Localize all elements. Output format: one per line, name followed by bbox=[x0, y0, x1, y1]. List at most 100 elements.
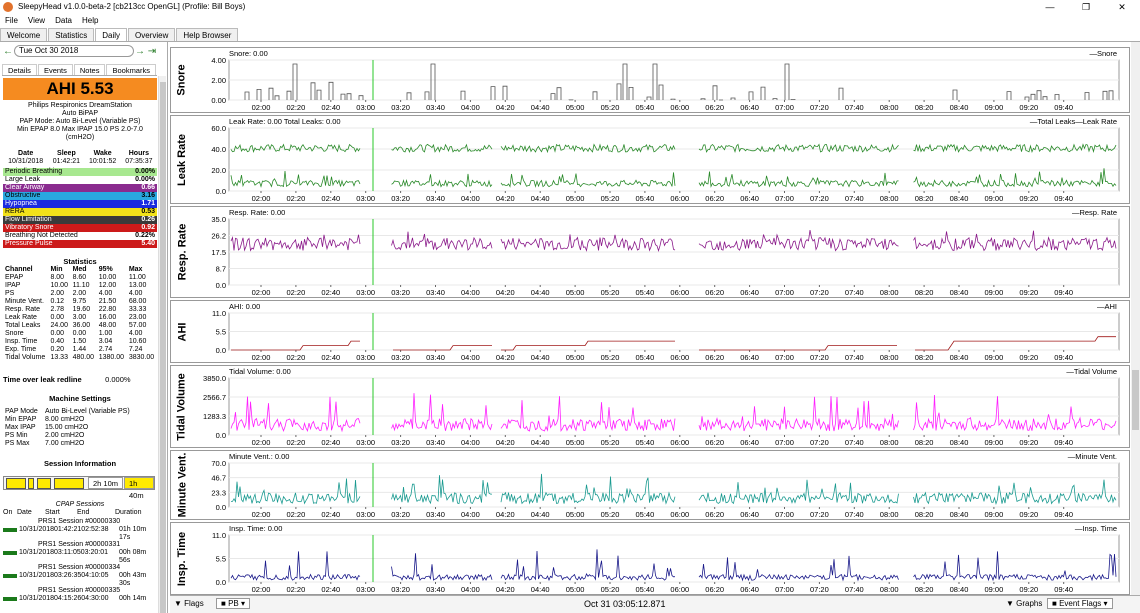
tab-statistics[interactable]: Statistics bbox=[48, 28, 95, 41]
event-label: RERA bbox=[5, 208, 25, 215]
event-row[interactable]: Hypopnea 1.71 bbox=[3, 200, 157, 208]
x-tick-label: 06:40 bbox=[740, 103, 759, 112]
y-tick-label: 23.3 bbox=[211, 488, 226, 497]
session-enabled-indicator[interactable] bbox=[3, 551, 17, 555]
session-enabled-indicator[interactable] bbox=[3, 597, 17, 601]
tab-help-browser[interactable]: Help Browser bbox=[176, 28, 239, 41]
graph-plot[interactable]: 70.0 46.7 23.3 0.0 02:00 02:20 02:40 03:00 03:20… bbox=[171, 451, 1131, 521]
y-tick-label: 4.00 bbox=[211, 56, 226, 65]
graph-plot[interactable]: 60.0 40.0 20.0 0.0 02:00 02:20 02:40 03:00 03:20… bbox=[171, 116, 1131, 205]
graph-tidal[interactable]: Tidal Volume Tidal Volume: 0.00 —Tidal V… bbox=[170, 365, 1130, 448]
x-tick-label: 08:40 bbox=[950, 103, 969, 112]
next-day-arrow-icon[interactable]: → bbox=[135, 45, 145, 57]
tab-overview[interactable]: Overview bbox=[128, 28, 176, 41]
x-tick-label: 03:40 bbox=[426, 288, 445, 297]
tab-details[interactable]: Details bbox=[2, 64, 37, 75]
x-tick-label: 03:00 bbox=[356, 194, 375, 203]
x-tick-label: 02:40 bbox=[321, 438, 340, 447]
menu-file[interactable]: File bbox=[5, 16, 18, 25]
tab-notes[interactable]: Notes bbox=[73, 64, 106, 75]
event-label: Hypopnea bbox=[5, 200, 37, 207]
prev-day-arrow-icon[interactable]: ← bbox=[3, 45, 13, 57]
stat-cell: Tidal Volume bbox=[5, 354, 46, 361]
event-row[interactable]: Breathing Not Detected 0.22% bbox=[3, 232, 157, 240]
menu-data[interactable]: Data bbox=[55, 16, 72, 25]
session-row: 10/31/201804:15:2604:30:00 bbox=[3, 595, 157, 602]
x-tick-label: 07:40 bbox=[845, 585, 864, 594]
x-tick-label: 07:40 bbox=[845, 288, 864, 297]
session-timeline[interactable]: 2h 10m 1h 40m bbox=[3, 476, 155, 500]
last-day-arrow-icon[interactable]: ⇥ bbox=[147, 45, 157, 57]
stat-header: Min bbox=[50, 266, 63, 273]
graph-legend: —Insp. Time bbox=[1074, 524, 1117, 533]
x-tick-label: 07:20 bbox=[810, 438, 829, 447]
x-tick-label: 06:00 bbox=[670, 438, 689, 447]
x-tick-label: 08:00 bbox=[880, 510, 899, 519]
x-tick-label: 06:00 bbox=[670, 194, 689, 203]
scrollbar-thumb[interactable] bbox=[1132, 370, 1139, 430]
session-item[interactable]: PRS1 Session #00000331 10/31/201803:11:0… bbox=[3, 541, 157, 564]
graph-plot[interactable]: 35.0 26.2 17.5 8.7 0.0 02:00 02:20 02:40 03:00 03… bbox=[171, 207, 1131, 299]
sidebar-scrollbar[interactable] bbox=[158, 76, 166, 613]
event-row[interactable]: RERA 0.53 bbox=[3, 208, 157, 216]
menu-help[interactable]: Help bbox=[82, 16, 99, 25]
tab-bookmarks[interactable]: Bookmarks bbox=[106, 64, 156, 75]
session-item[interactable]: PRS1 Session #00000334 10/31/201803:26:3… bbox=[3, 564, 157, 587]
x-tick-label: 07:00 bbox=[775, 510, 794, 519]
event-row[interactable]: Flow Limitation 0.26 bbox=[3, 216, 157, 224]
time-over-leak-label: Time over leak redline bbox=[3, 375, 82, 384]
graph-plot[interactable]: 3850.0 2566.7 1283.3 0.0 02:00 02:20 02:40 03:0… bbox=[171, 366, 1131, 449]
scrollbar-thumb[interactable] bbox=[160, 82, 166, 613]
tab-daily[interactable]: Daily bbox=[95, 28, 127, 41]
graph-plot[interactable]: 11.0 5.5 0.0 02:00 02:20 02:40 03:00 03:20 03:40… bbox=[171, 523, 1131, 596]
event-value: 0.00% bbox=[135, 168, 155, 175]
graph-scrollbar[interactable] bbox=[1131, 42, 1140, 595]
session-item[interactable]: PRS1 Session #00000330 10/31/201801:42:2… bbox=[3, 518, 157, 541]
minimize-button[interactable]: — bbox=[1045, 2, 1055, 12]
session-block[interactable] bbox=[37, 478, 51, 489]
tab-welcome[interactable]: Welcome bbox=[0, 28, 48, 41]
y-tick-label: 8.7 bbox=[216, 265, 226, 274]
session-block[interactable] bbox=[28, 478, 34, 489]
date-picker[interactable]: Tue Oct 30 2018 bbox=[14, 45, 134, 57]
event-row[interactable]: Obstructive 3.16 bbox=[3, 192, 157, 200]
event-row[interactable]: Large Leak 0.00% bbox=[3, 176, 157, 184]
session-enabled-indicator[interactable] bbox=[3, 574, 17, 578]
session-item[interactable]: PRS1 Session #00000335 10/31/201804:15:2… bbox=[3, 587, 157, 610]
graph-snore[interactable]: Snore Snore: 0.00 —Snore 4.00 2.00 0.00 02:0… bbox=[170, 47, 1130, 113]
flags-menu[interactable]: ▼ Flags bbox=[174, 599, 204, 608]
machine-setting-row: PS Max 7.00 cmH2O bbox=[3, 440, 157, 448]
pb-dropdown[interactable]: ■ PB ▾ bbox=[216, 598, 250, 609]
event-flags-dropdown[interactable]: ■ Event Flags ▾ bbox=[1047, 598, 1113, 609]
event-row[interactable]: Vibratory Snore 0.92 bbox=[3, 224, 157, 232]
stat-cell: 10.00 bbox=[50, 282, 68, 289]
session-enabled-indicator[interactable] bbox=[3, 528, 17, 532]
graph-resp[interactable]: Resp. Rate Resp. Rate: 0.00 —Resp. Rate 3… bbox=[170, 206, 1130, 298]
tab-events[interactable]: Events bbox=[37, 64, 73, 75]
col-on: On bbox=[3, 509, 13, 516]
close-button[interactable]: ✕ bbox=[1118, 2, 1126, 12]
graph-readout: Tidal Volume: 0.00 bbox=[229, 367, 291, 376]
event-row[interactable]: Periodic Breathing 0.00% bbox=[3, 168, 157, 176]
menu-view[interactable]: View bbox=[27, 16, 46, 25]
event-row[interactable]: Clear Airway 0.66 bbox=[3, 184, 157, 192]
graph-leak[interactable]: Leak Rate Leak Rate: 0.00 Total Leaks: 0… bbox=[170, 115, 1130, 204]
graph-insp[interactable]: Insp. Time Insp. Time: 0.00 —Insp. Time 1… bbox=[170, 522, 1130, 595]
graph-minvent[interactable]: Minute Vent. Minute Vent.: 0.00 —Minute … bbox=[170, 450, 1130, 520]
x-tick-label: 07:00 bbox=[775, 353, 794, 362]
graph-plot[interactable]: 4.00 2.00 0.00 02:00 02:20 02:40 03:00 03:20 03:… bbox=[171, 48, 1131, 114]
setting-name: PAP Mode bbox=[5, 408, 38, 415]
session-block[interactable] bbox=[6, 478, 26, 489]
graphs-menu[interactable]: ▼ Graphs bbox=[1006, 599, 1043, 608]
event-row[interactable]: Pressure Pulse 5.40 bbox=[3, 240, 157, 248]
stat-cell: 36.00 bbox=[72, 322, 91, 329]
graph-ahi[interactable]: AHI AHI: 0.00 —AHI 11.0 5.5 0.0 02:00 02:20 02… bbox=[170, 300, 1130, 363]
stat-cell: IPAP bbox=[5, 282, 21, 289]
stat-cell: 4.00 bbox=[128, 330, 143, 337]
session-block[interactable] bbox=[54, 478, 84, 489]
setting-value: Auto Bi-Level (Variable PS) bbox=[45, 408, 130, 415]
event-label: Pressure Pulse bbox=[5, 240, 53, 247]
graph-plot[interactable]: 11.0 5.5 0.0 02:00 02:20 02:40 03:00 03:20 03:40… bbox=[171, 301, 1131, 364]
maximize-button[interactable]: ❐ bbox=[1081, 2, 1091, 12]
x-tick-label: 02:20 bbox=[287, 353, 306, 362]
